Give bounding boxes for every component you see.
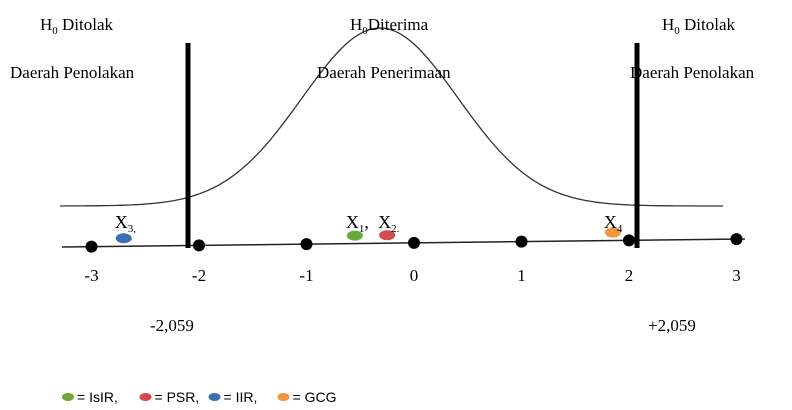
point-marker [604, 227, 621, 238]
legend-swatch [139, 393, 152, 401]
legend-label: = IIR, [224, 389, 258, 405]
left-area-label: Daerah Penolakan [10, 63, 135, 82]
tick-label: -1 [299, 266, 313, 285]
tick-dot [515, 235, 528, 248]
number-line [61, 238, 746, 248]
tick-label: -3 [84, 266, 98, 285]
critical-value-left: -2,059 [150, 316, 194, 335]
tick-label: 1 [517, 266, 526, 285]
tick-label: 2 [625, 266, 634, 285]
point-label: X1, [346, 212, 369, 235]
right-area-label: Daerah Penolakan [630, 63, 755, 82]
legend-swatch [277, 393, 290, 401]
tick-dot [408, 236, 420, 249]
tick-dot [623, 234, 635, 247]
observed-points: X3, X1, X2. X4 [115, 212, 623, 244]
point-label: X4 [604, 212, 623, 235]
legend: = IsIR, = PSR, = IIR, = GCG [62, 389, 336, 405]
legend-swatch [208, 393, 221, 401]
point-label: X3, [115, 212, 137, 235]
point-marker [379, 230, 396, 241]
point-marker [346, 230, 363, 241]
center-area-label: Daerah Penerimaan [317, 63, 451, 82]
tick-dot [730, 233, 743, 246]
point-marker [115, 233, 132, 244]
right-hypothesis-label: H0 Ditolak [662, 15, 736, 37]
tick-dot [300, 238, 313, 251]
normal-distribution-curve [60, 27, 723, 207]
tick-dot [85, 240, 98, 253]
point-label: X2. [378, 212, 400, 235]
legend-label: = GCG [293, 389, 337, 405]
tick-dot [193, 239, 205, 252]
left-hypothesis-label: H0 Ditolak [40, 15, 114, 37]
center-hypothesis-label: H0Diterima [350, 15, 429, 37]
legend-swatch [62, 393, 74, 401]
tick-label: 3 [732, 266, 741, 285]
legend-label: = IsIR, [77, 389, 118, 405]
critical-value-right: +2,059 [648, 316, 696, 335]
legend-label: = PSR, [155, 389, 200, 405]
tick-label: 0 [410, 266, 419, 285]
axis-ticks: -3 -2 -1 0 1 2 3 [84, 233, 743, 285]
tick-label: -2 [192, 266, 206, 285]
